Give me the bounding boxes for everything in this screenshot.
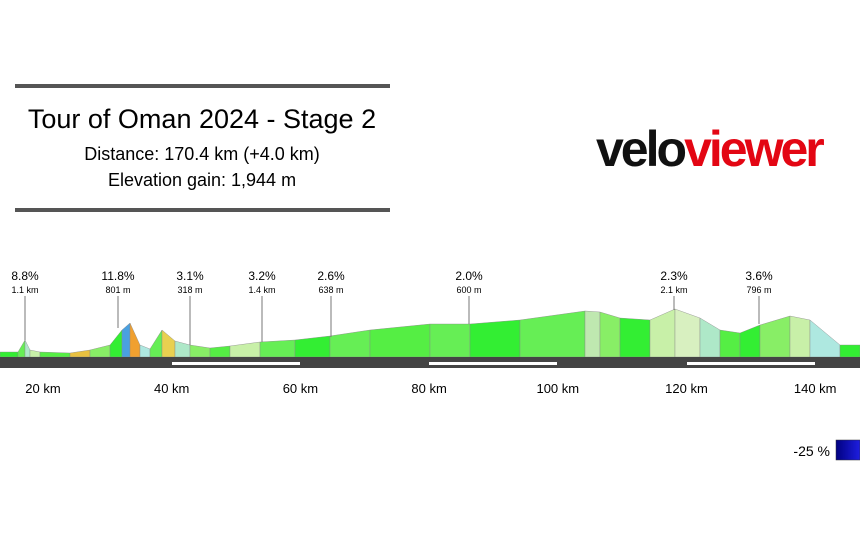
- profile-segment: [369, 323, 431, 358]
- road-marker: [172, 362, 300, 365]
- axis-label: 40 km: [154, 381, 189, 396]
- distance: Distance: 170.4 km (+4.0 km): [84, 144, 320, 164]
- profile-segment: [29, 349, 41, 358]
- profile-segment: [649, 308, 676, 358]
- axis-label: 20 km: [25, 381, 60, 396]
- profile-segment: [599, 311, 621, 358]
- climb-length: 796 m: [746, 285, 771, 295]
- profile-segment: [259, 339, 296, 358]
- profile-segment: [0, 351, 19, 358]
- climb-length: 801 m: [105, 285, 130, 295]
- logo: veloviewer: [596, 121, 824, 177]
- climb-length: 318 m: [177, 285, 202, 295]
- axis-label: 80 km: [411, 381, 446, 396]
- profile-segment: [739, 324, 761, 358]
- profile-segment: [161, 329, 176, 358]
- climb-length: 1.4 km: [248, 285, 275, 295]
- climb-gradient: 3.1%: [176, 269, 204, 283]
- profile-segment: [229, 341, 261, 358]
- profile-segment: [329, 329, 371, 358]
- climb-length: 2.1 km: [660, 285, 687, 295]
- profile-segment: [109, 329, 123, 358]
- climb-gradient: 2.0%: [455, 269, 483, 283]
- profile-segment: [469, 319, 521, 358]
- profile-segment: [519, 310, 586, 358]
- profile-segment: [139, 344, 151, 358]
- axis: 20 km 40 km 60 km 80 km 100 km 120 km 140 km: [25, 381, 836, 396]
- profile-segment: [619, 317, 651, 358]
- climb-gradient: 3.6%: [745, 269, 773, 283]
- profile-segment: [839, 344, 860, 358]
- profile: [0, 308, 860, 358]
- profile-segment: [209, 345, 231, 358]
- profile-segment: [39, 351, 71, 358]
- profile-segment: [809, 319, 841, 358]
- climb-gradient: 2.6%: [317, 269, 345, 283]
- logo-part: velo: [596, 121, 686, 177]
- profile-segment: [759, 315, 791, 358]
- climb-gradient: 11.8%: [101, 269, 134, 283]
- climb-length: 1.1 km: [11, 285, 38, 295]
- profile-segment: [69, 349, 91, 358]
- climb-gradient: 8.8%: [11, 269, 39, 283]
- profile-segment: [17, 339, 26, 358]
- climb-gradient: 3.2%: [248, 269, 276, 283]
- axis-label: 120 km: [665, 381, 708, 396]
- profile-segment: [129, 322, 141, 358]
- axis-label: 60 km: [283, 381, 318, 396]
- axis-label: 140 km: [794, 381, 837, 396]
- legend-swatch: [835, 439, 860, 461]
- elevation-gain: Elevation gain: 1,944 m: [108, 170, 296, 190]
- profile-segment: [174, 340, 191, 358]
- profile-segment: [719, 329, 741, 358]
- climb-length: 638 m: [318, 285, 343, 295]
- climbs: 8.8% 1.1 km 11.8% 801 m 3.1% 318 m 3.2% 1.4 km 2…: [11, 269, 773, 345]
- profile-segment: [429, 323, 471, 358]
- title: Tour of Oman 2024 - Stage 2: [28, 104, 376, 134]
- climb-length: 600 m: [456, 285, 481, 295]
- profile-segment: [149, 329, 163, 358]
- logo-part: viewer: [684, 121, 824, 177]
- profile-segment: [189, 344, 211, 358]
- profile-segment: [674, 308, 701, 358]
- legend-label: -25 %: [793, 443, 830, 459]
- profile-segment: [294, 335, 331, 358]
- road-marker: [687, 362, 815, 365]
- climb-gradient: 2.3%: [660, 269, 688, 283]
- profile-segment: [121, 322, 131, 358]
- profile-segment: [24, 339, 31, 358]
- axis-label: 100 km: [536, 381, 579, 396]
- header-rule: [15, 208, 390, 212]
- profile-segment: [584, 310, 601, 358]
- profile-segment: [789, 315, 811, 358]
- profile-segment: [89, 344, 111, 358]
- road-marker: [429, 362, 557, 365]
- profile-segment: [699, 317, 721, 358]
- header-rule: [15, 84, 390, 88]
